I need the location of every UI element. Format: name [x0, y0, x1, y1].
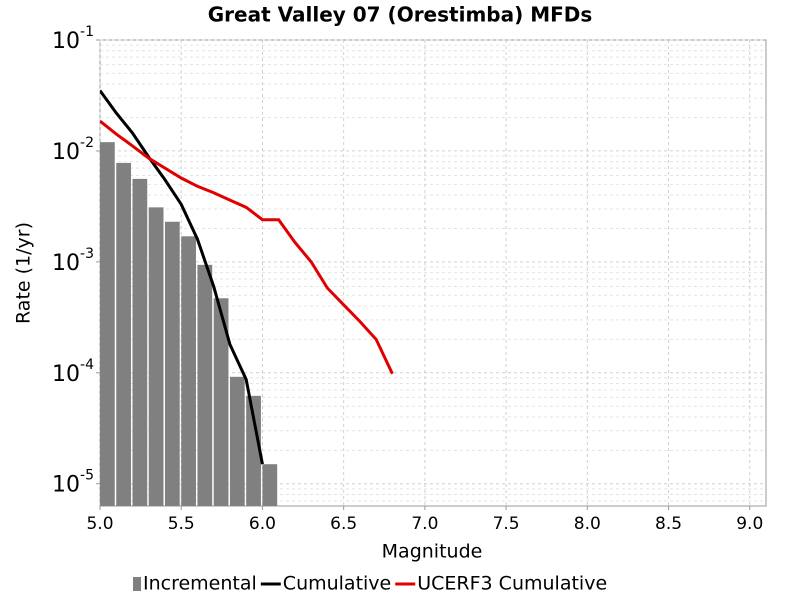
legend-swatch — [133, 577, 141, 591]
y-tick-exponent: -3 — [80, 246, 94, 262]
x-tick-label: 5.5 — [168, 514, 195, 534]
bar — [148, 207, 164, 506]
y-tick-label: 10-2 — [52, 135, 94, 165]
bar — [181, 236, 196, 506]
x-tick-label: 8.5 — [655, 514, 682, 534]
bar — [262, 464, 278, 506]
x-tick-label: 5.0 — [86, 514, 113, 534]
y-tick-base: 10 — [52, 29, 80, 54]
x-tick-label: 9.0 — [736, 514, 763, 534]
bar — [132, 178, 148, 506]
x-tick-label: 7.5 — [493, 514, 520, 534]
marks — [100, 89, 394, 506]
y-tick-label: 10-3 — [52, 246, 94, 276]
y-tick-base: 10 — [52, 251, 80, 276]
y-tick-exponent: -2 — [80, 135, 94, 151]
y-tick-exponent: -1 — [80, 24, 94, 40]
y-tick-exponent: -5 — [80, 468, 94, 484]
x-axis-label: Magnitude — [382, 541, 483, 563]
x-tick-label: 7.0 — [411, 514, 438, 534]
bar — [246, 395, 261, 506]
x-tick-label: 8.0 — [574, 514, 601, 534]
legend-label: Cumulative — [283, 573, 391, 595]
legend-label: UCERF3 Cumulative — [417, 573, 607, 595]
axes: 10-110-210-310-410-55.0 5.5 6.0 6.5 7.0 7.5 8.… — [52, 24, 763, 534]
bar — [100, 142, 115, 506]
y-tick-label: 10-1 — [52, 24, 94, 54]
bar — [164, 221, 180, 506]
chart-title: Great Valley 07 (Orestimba) MFDs — [208, 3, 593, 27]
line — [100, 119, 394, 375]
y-tick-base: 10 — [52, 473, 80, 498]
line — [100, 89, 264, 465]
bar — [213, 298, 229, 506]
y-tick-label: 10-4 — [52, 357, 94, 387]
legend: Incremental Cumulative UCERF3 Cumulative — [133, 573, 607, 595]
x-tick-label: 6.0 — [249, 514, 276, 534]
y-tick-exponent: -4 — [80, 357, 94, 373]
y-tick-label: 10-5 — [52, 468, 94, 498]
bar — [229, 376, 245, 506]
bar — [197, 264, 213, 506]
y-tick-base: 10 — [52, 362, 80, 387]
x-tick-label: 6.5 — [330, 514, 357, 534]
y-axis-label: Rate (1/yr) — [13, 222, 35, 324]
bar — [116, 162, 131, 506]
y-tick-base: 10 — [52, 140, 80, 165]
legend-label: Incremental — [143, 573, 257, 595]
